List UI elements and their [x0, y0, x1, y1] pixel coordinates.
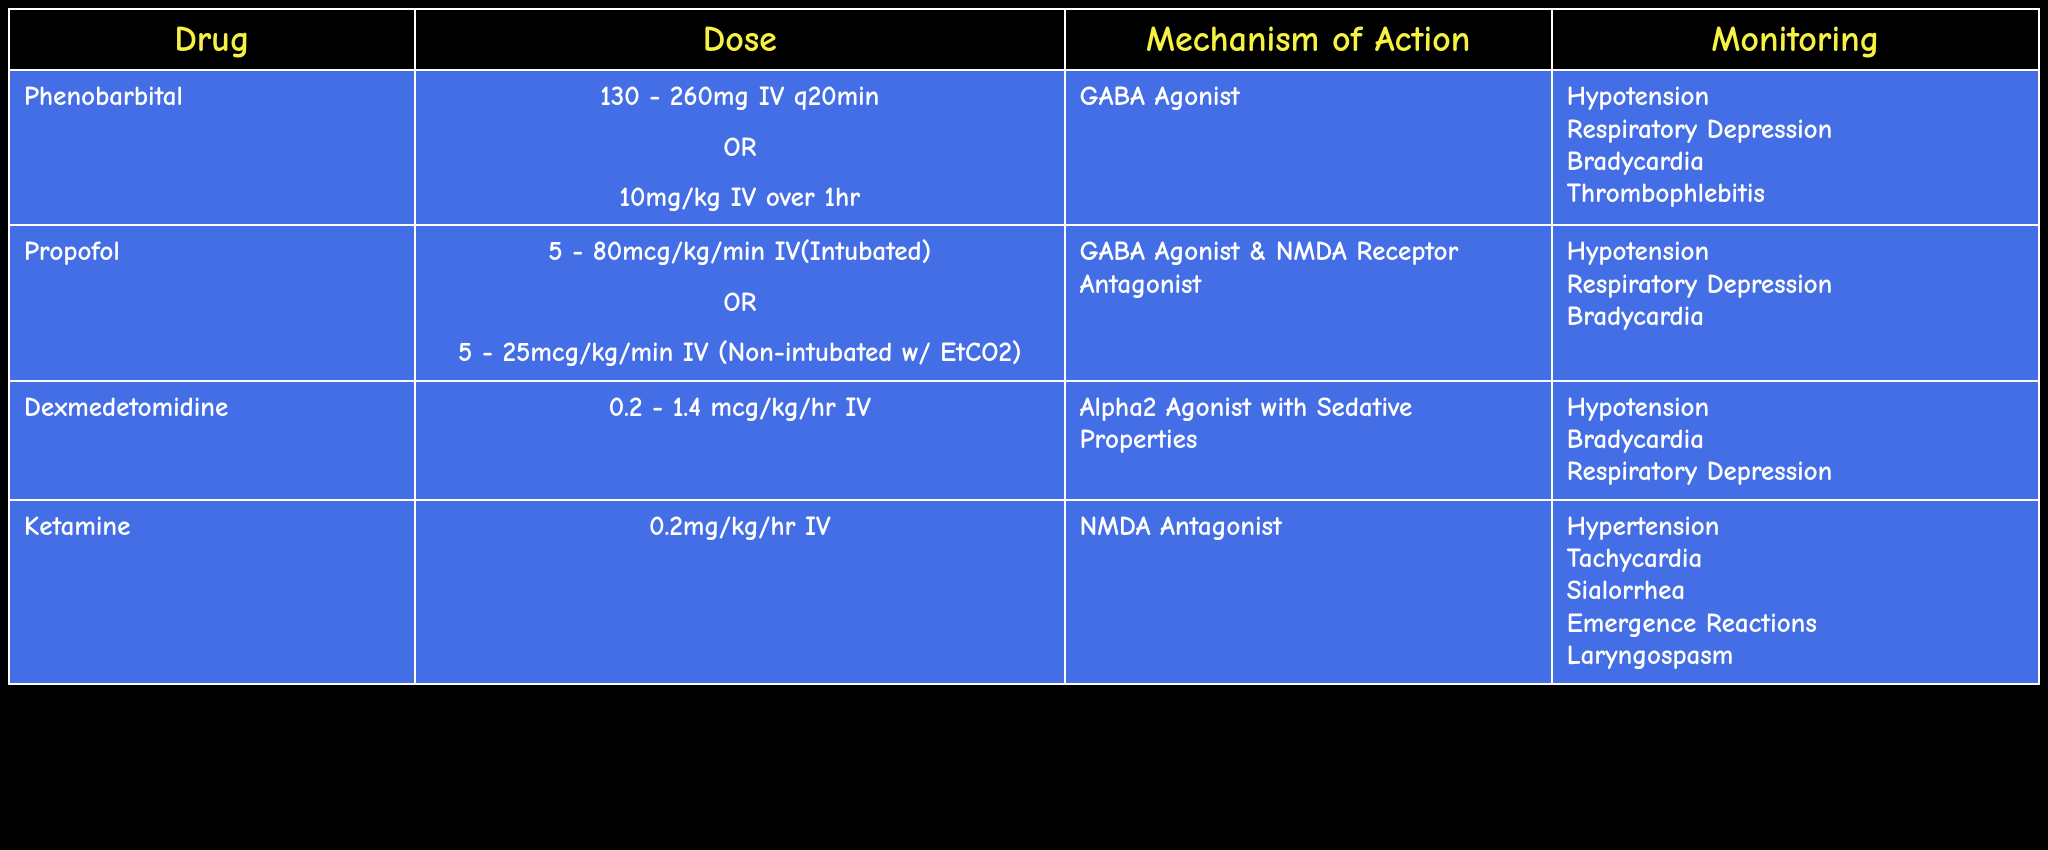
col-header-monitoring: Monitoring — [1552, 9, 2039, 70]
monitoring-line: Bradycardia — [1567, 424, 2024, 456]
table-row: Propofol5 - 80mcg/kg/min IV(Intubated) O… — [9, 225, 2039, 380]
monitoring-line: Emergence Reactions — [1567, 608, 2024, 640]
table-row: Dexmedetomidine 0.2 - 1.4 mcg/kg/hr IV Alp… — [9, 381, 2039, 500]
col-header-mechanism: Mechanism of Action — [1065, 9, 1552, 70]
dose-line: 0.2 - 1.4 mcg/kg/hr IV — [430, 392, 1050, 424]
cell-monitoring: HypotensionRespiratory DepressionBradyca… — [1552, 225, 2039, 380]
table-row: Ketamine0.2mg/kg/hr IVNMDA AntagonistHyp… — [9, 500, 2039, 684]
cell-dose: 0.2mg/kg/hr IV — [415, 500, 1065, 684]
table-header-row: Drug Dose Mechanism of Action Monitoring — [9, 9, 2039, 70]
cell-mechanism: GABA Agonist — [1065, 70, 1552, 225]
monitoring-line: Hypotension — [1567, 392, 2024, 424]
monitoring-line: Respiratory Depression — [1567, 114, 2024, 146]
col-header-drug: Drug — [9, 9, 415, 70]
cell-mechanism: Alpha2 Agonist with Sedative Properties — [1065, 381, 1552, 500]
cell-drug: Ketamine — [9, 500, 415, 684]
cell-dose: 0.2 - 1.4 mcg/kg/hr IV — [415, 381, 1065, 500]
dose-line: 0.2mg/kg/hr IV — [430, 511, 1050, 543]
dose-line: 5 - 80mcg/kg/min IV(Intubated) — [430, 236, 1050, 268]
dose-line: OR — [430, 287, 1050, 319]
drug-table: Drug Dose Mechanism of Action Monitoring… — [8, 8, 2040, 685]
dose-line: OR — [430, 132, 1050, 164]
dose-line: 5 - 25mcg/kg/min IV (Non-intubated w/ Et… — [430, 337, 1050, 369]
monitoring-line: Sialorrhea — [1567, 575, 2024, 607]
cell-monitoring: HypertensionTachycardiaSialorrheaEmergen… — [1552, 500, 2039, 684]
table-row: Phenobarbital130 - 260mg IV q20min OR 10… — [9, 70, 2039, 225]
dose-line — [430, 114, 1050, 132]
monitoring-line: Respiratory Depression — [1567, 269, 2024, 301]
monitoring-line: Laryngospasm — [1567, 640, 2024, 672]
cell-monitoring: HypotensionBradycardiaRespiratory Depres… — [1552, 381, 2039, 500]
dose-line — [430, 269, 1050, 287]
monitoring-line: Hypotension — [1567, 81, 2024, 113]
monitoring-line: Respiratory Depression — [1567, 456, 2024, 488]
monitoring-line: Thrombophlebitis — [1567, 178, 2024, 210]
monitoring-line: Hypertension — [1567, 511, 2024, 543]
dose-line — [430, 164, 1050, 182]
cell-drug: Propofol — [9, 225, 415, 380]
monitoring-line: Hypotension — [1567, 236, 2024, 268]
cell-dose: 5 - 80mcg/kg/min IV(Intubated) OR 5 - 25… — [415, 225, 1065, 380]
dose-line: 10mg/kg IV over 1hr — [430, 182, 1050, 214]
col-header-dose: Dose — [415, 9, 1065, 70]
cell-drug: Phenobarbital — [9, 70, 415, 225]
monitoring-line: Tachycardia — [1567, 543, 2024, 575]
monitoring-line: Bradycardia — [1567, 146, 2024, 178]
cell-drug: Dexmedetomidine — [9, 381, 415, 500]
cell-monitoring: HypotensionRespiratory DepressionBradyca… — [1552, 70, 2039, 225]
dose-line — [430, 319, 1050, 337]
cell-mechanism: NMDA Antagonist — [1065, 500, 1552, 684]
dose-line: 130 - 260mg IV q20min — [430, 81, 1050, 113]
monitoring-line: Bradycardia — [1567, 301, 2024, 333]
cell-dose: 130 - 260mg IV q20min OR 10mg/kg IV over… — [415, 70, 1065, 225]
cell-mechanism: GABA Agonist & NMDA Receptor Antagonist — [1065, 225, 1552, 380]
table-body: Phenobarbital130 - 260mg IV q20min OR 10… — [9, 70, 2039, 683]
